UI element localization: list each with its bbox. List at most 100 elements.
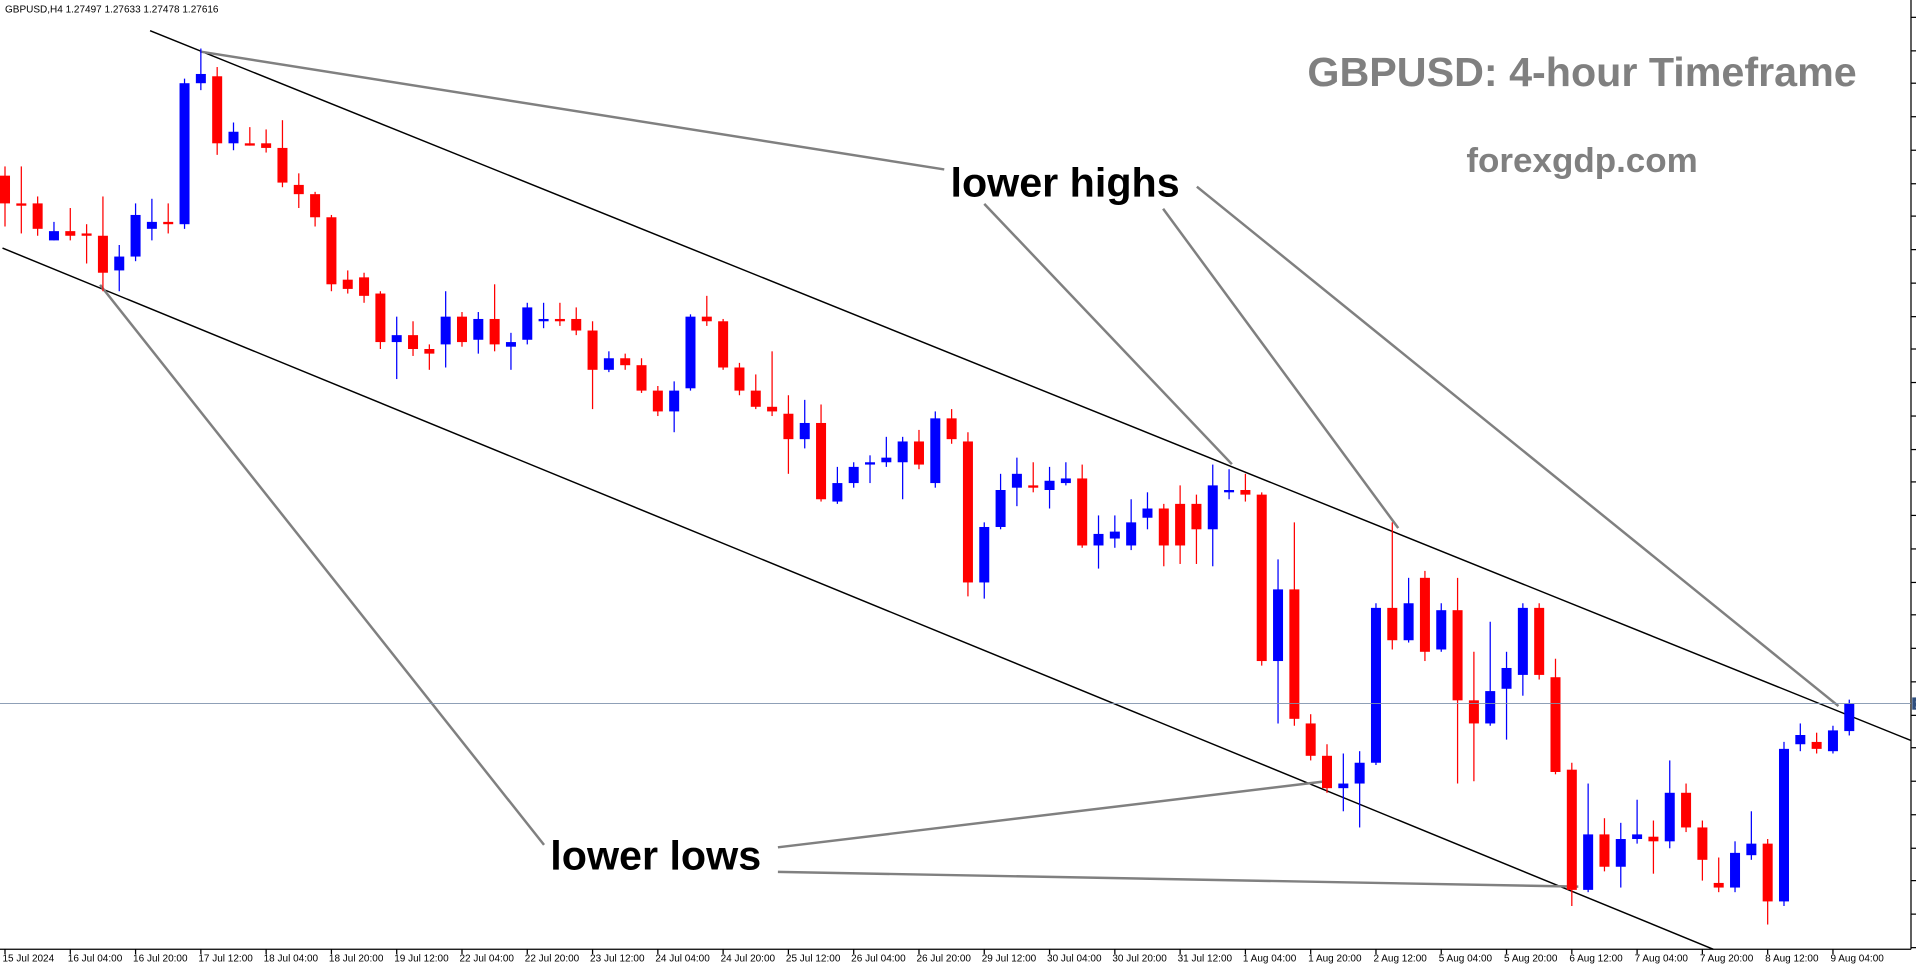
x-tick-label: 26 Jul 04:00: [851, 954, 906, 964]
candle-body: [1207, 485, 1218, 530]
candle-body: [1109, 531, 1120, 539]
candle-body: [48, 231, 59, 241]
x-tick-label: 6 Aug 12:00: [1569, 954, 1623, 964]
x-tick-label: 15 Jul 2024: [3, 954, 55, 964]
candle-body: [1844, 703, 1855, 732]
candle-body: [473, 318, 484, 340]
header-high: 1.27633: [105, 4, 142, 15]
candle-body: [1664, 792, 1675, 842]
candle-body: [1305, 723, 1316, 756]
candle-body: [16, 203, 27, 206]
candle-body: [750, 390, 761, 407]
candle-body: [97, 235, 108, 273]
candle-body: [718, 321, 729, 368]
candle-body: [1681, 792, 1692, 828]
x-tick-label: 31 Jul 12:00: [1178, 954, 1233, 964]
candle-body: [1632, 834, 1643, 840]
x-tick-label: 30 Jul 20:00: [1112, 954, 1167, 964]
candle-body: [228, 131, 239, 144]
candle-body: [1566, 769, 1577, 890]
candle-body: [1713, 882, 1724, 888]
candle-body: [1534, 607, 1545, 675]
candle-body: [603, 358, 614, 370]
candle-body: [1011, 473, 1022, 488]
candle-body: [1827, 730, 1838, 752]
x-tick-label: 8 Aug 12:00: [1765, 954, 1819, 964]
candle-body: [1762, 843, 1773, 902]
candle-body: [1142, 508, 1153, 518]
candle-body: [505, 342, 516, 347]
candle-body: [1077, 478, 1088, 546]
x-tick-label: 7 Aug 04:00: [1635, 954, 1689, 964]
header-open: 1.27497: [66, 4, 103, 15]
x-tick-label: 25 Jul 12:00: [786, 954, 841, 964]
candle-body: [130, 214, 141, 257]
upper-channel-line: [149, 30, 1912, 742]
candle-body: [1648, 836, 1659, 842]
candle-body: [538, 318, 549, 322]
candle-body: [1419, 577, 1430, 652]
pointer-line: [199, 50, 945, 171]
candle-body: [0, 175, 11, 204]
candle-body: [1550, 677, 1561, 772]
candle-body: [979, 526, 990, 583]
candle-body: [1599, 834, 1610, 867]
candle-body: [342, 279, 353, 289]
candle-body: [669, 390, 680, 412]
candle-body: [1485, 691, 1496, 724]
x-tick-label: 1 Aug 04:00: [1243, 954, 1297, 964]
candle-body: [1436, 610, 1447, 650]
candle-body: [865, 462, 876, 465]
candle-body: [359, 277, 370, 296]
x-tick-label: 22 Jul 04:00: [459, 954, 514, 964]
candle-body: [1583, 834, 1594, 890]
candle-body: [440, 316, 451, 345]
header-low: 1.27478: [143, 4, 180, 15]
candle-body: [636, 365, 647, 391]
annotation: lower highs: [950, 160, 1179, 206]
x-tick-label: 16 Jul 20:00: [133, 954, 188, 964]
candle-body: [163, 221, 174, 225]
candle-body: [1370, 607, 1381, 763]
pointer-line: [99, 284, 546, 846]
candle-body: [962, 441, 973, 583]
x-tick-label: 19 Jul 12:00: [394, 954, 449, 964]
candle-body: [1795, 735, 1806, 745]
candle-body: [913, 441, 924, 465]
candle-body: [1028, 485, 1039, 488]
candle-body: [1256, 494, 1267, 662]
candle-body: [897, 441, 908, 463]
pointer-line: [1196, 185, 1840, 708]
candle-body: [767, 406, 778, 412]
candle-body: [424, 349, 435, 354]
candle-body: [32, 203, 43, 229]
pointer-line: [1162, 208, 1400, 529]
x-tick-label: 7 Aug 20:00: [1700, 954, 1754, 964]
candle-body: [522, 307, 533, 340]
candle-body: [1403, 603, 1414, 641]
header-close: 1.27616: [182, 4, 219, 15]
pointer-line: [777, 870, 1579, 888]
candle-body: [571, 318, 582, 331]
candle-body: [881, 457, 892, 463]
candle-body: [701, 316, 712, 322]
candle-body: [146, 221, 157, 229]
candle-body: [408, 335, 419, 350]
candle-body: [1322, 755, 1333, 789]
pointer-line: [777, 779, 1329, 849]
candle-body: [293, 184, 304, 195]
candle-body: [799, 422, 810, 440]
symbol: GBPUSD,H4: [5, 4, 63, 15]
candle-body: [1273, 589, 1284, 662]
x-tick-label: 18 Jul 20:00: [329, 954, 384, 964]
candle-body: [1093, 533, 1104, 546]
candle-body: [114, 256, 125, 271]
current-price-label: 1.27616: [1915, 699, 1916, 710]
candle-body: [620, 358, 631, 366]
candle-body: [995, 490, 1006, 527]
candle-body: [310, 194, 321, 218]
candle-body: [946, 418, 957, 440]
candle-body: [848, 466, 859, 484]
x-tick-label: 16 Jul 04:00: [68, 954, 123, 964]
